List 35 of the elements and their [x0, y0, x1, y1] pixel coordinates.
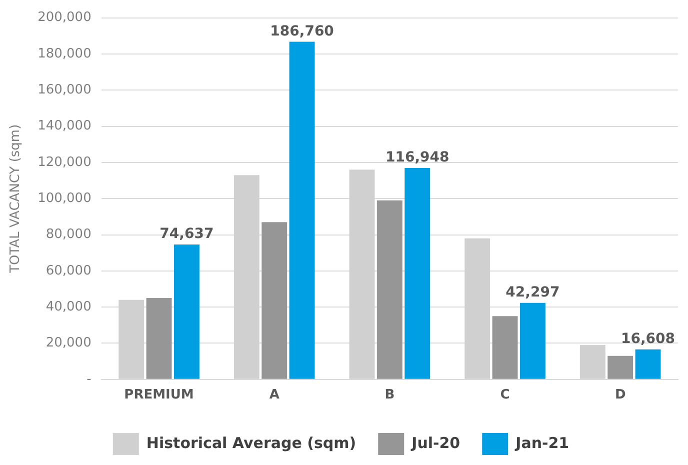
y-tick-label: 20,000 [46, 336, 92, 351]
y-tick-label: 140,000 [38, 118, 92, 134]
y-tick-label: - [86, 372, 92, 387]
data-label: 16,608 [621, 331, 676, 348]
x-tick-label: C [500, 388, 510, 403]
bar [174, 244, 200, 379]
bar [608, 356, 634, 379]
legend-label: Jul-20 [410, 434, 460, 452]
y-tick-label: 200,000 [38, 10, 92, 26]
data-label: 116,948 [385, 150, 450, 166]
y-tick-label: 180,000 [38, 46, 92, 62]
y-tick-label: 120,000 [38, 154, 92, 170]
y-tick-label: 80,000 [46, 227, 92, 242]
bar [262, 222, 288, 379]
data-label: 42,297 [506, 284, 560, 301]
bar [146, 298, 172, 379]
bar [492, 316, 518, 379]
y-axis-title: TOTAL VACANCY (sqm) [8, 124, 24, 274]
x-tick-label: B [384, 388, 395, 403]
x-tick-label: A [269, 388, 280, 403]
bar [376, 200, 402, 379]
y-tick-label: 40,000 [46, 299, 92, 314]
bar [520, 302, 546, 379]
y-tick-label: 160,000 [38, 82, 92, 98]
x-tick-label: D [614, 388, 626, 403]
bar [404, 168, 430, 379]
bar [289, 42, 315, 379]
y-tick-label: 100,000 [38, 190, 92, 206]
x-tick-label: PREMIUM [124, 388, 194, 403]
legend-label: Jan-21 [514, 434, 570, 452]
data-label: 74,637 [160, 226, 214, 242]
legend-label: Historical Average (sqm) [146, 434, 356, 452]
y-tick-label: 60,000 [46, 263, 92, 278]
bar [635, 349, 661, 379]
data-label: 186,760 [270, 23, 334, 40]
